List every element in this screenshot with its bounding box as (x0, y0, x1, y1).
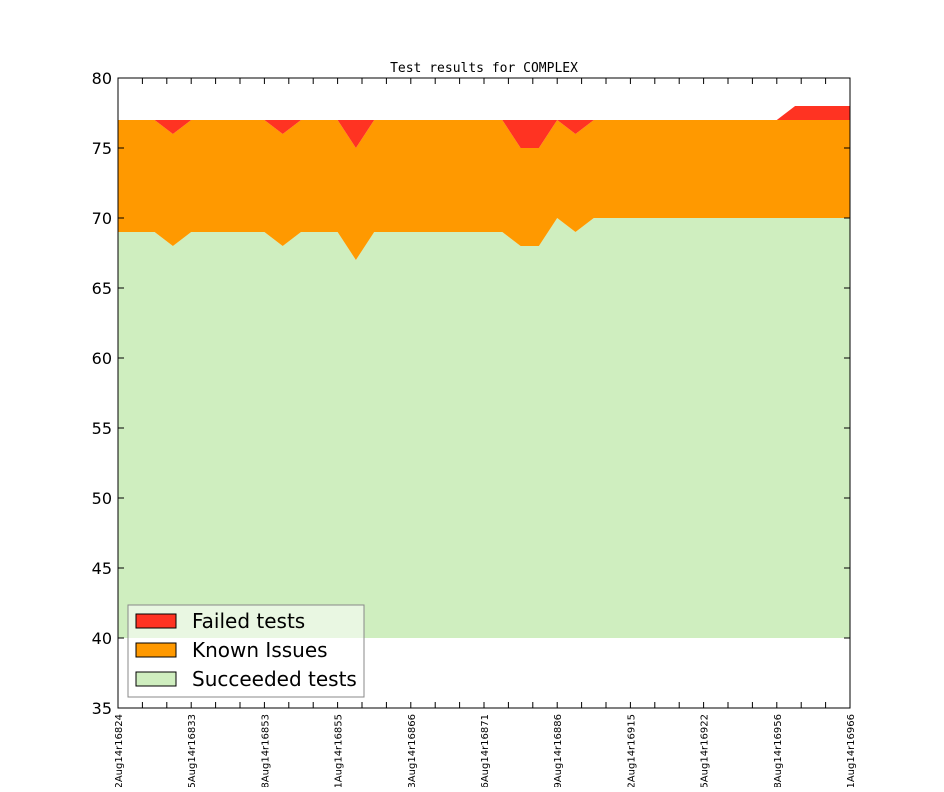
legend: Failed tests Known Issues Succeeded tests (127, 604, 365, 698)
y-axis: 35 40 45 50 55 60 65 70 75 80 (92, 69, 850, 718)
y-tick-label: 45 (92, 559, 112, 578)
y-tick-label: 60 (92, 349, 112, 368)
x-tick-label: 3Aug14r16866 (407, 714, 418, 787)
x-tick-label: 1Aug14r16855 (334, 714, 345, 787)
legend-label: Known Issues (192, 638, 328, 662)
chart-title: Test results for COMPLEX (390, 61, 578, 76)
x-tick-label: 8Aug14r16853 (260, 714, 271, 787)
x-tick-label: 2Aug14r16915 (626, 714, 637, 787)
x-tick-label: 6Aug14r16871 (480, 714, 491, 787)
x-axis: 2Aug14r16824 5Aug14r16833 8Aug14r16853 1Aug… (114, 78, 857, 789)
legend-label: Succeeded tests (192, 667, 357, 691)
x-tick-label: 2Aug14r16824 (114, 714, 125, 787)
legend-label: Failed tests (192, 609, 305, 633)
y-tick-label: 80 (92, 69, 112, 88)
succeeded-tests-area (118, 218, 850, 638)
areas-layer (118, 106, 850, 638)
legend-swatch (135, 613, 177, 629)
y-tick-label: 70 (92, 209, 112, 228)
x-tick-label: 5Aug14r16922 (700, 714, 711, 787)
y-tick-label: 35 (92, 699, 112, 718)
legend-swatch (135, 642, 177, 658)
x-tick-label: 5Aug14r16833 (187, 714, 198, 787)
y-tick-label: 65 (92, 279, 112, 298)
y-tick-label: 40 (92, 629, 112, 648)
y-tick-label: 55 (92, 419, 112, 438)
x-tick-label: 8Aug14r16956 (773, 714, 784, 787)
x-tick-label: 9Aug14r16886 (553, 714, 564, 787)
y-tick-label: 75 (92, 139, 112, 158)
legend-swatch (135, 671, 177, 687)
x-tick-label: 1Aug14r16966 (846, 714, 857, 787)
y-tick-label: 50 (92, 489, 112, 508)
known-issues-area (118, 120, 850, 260)
